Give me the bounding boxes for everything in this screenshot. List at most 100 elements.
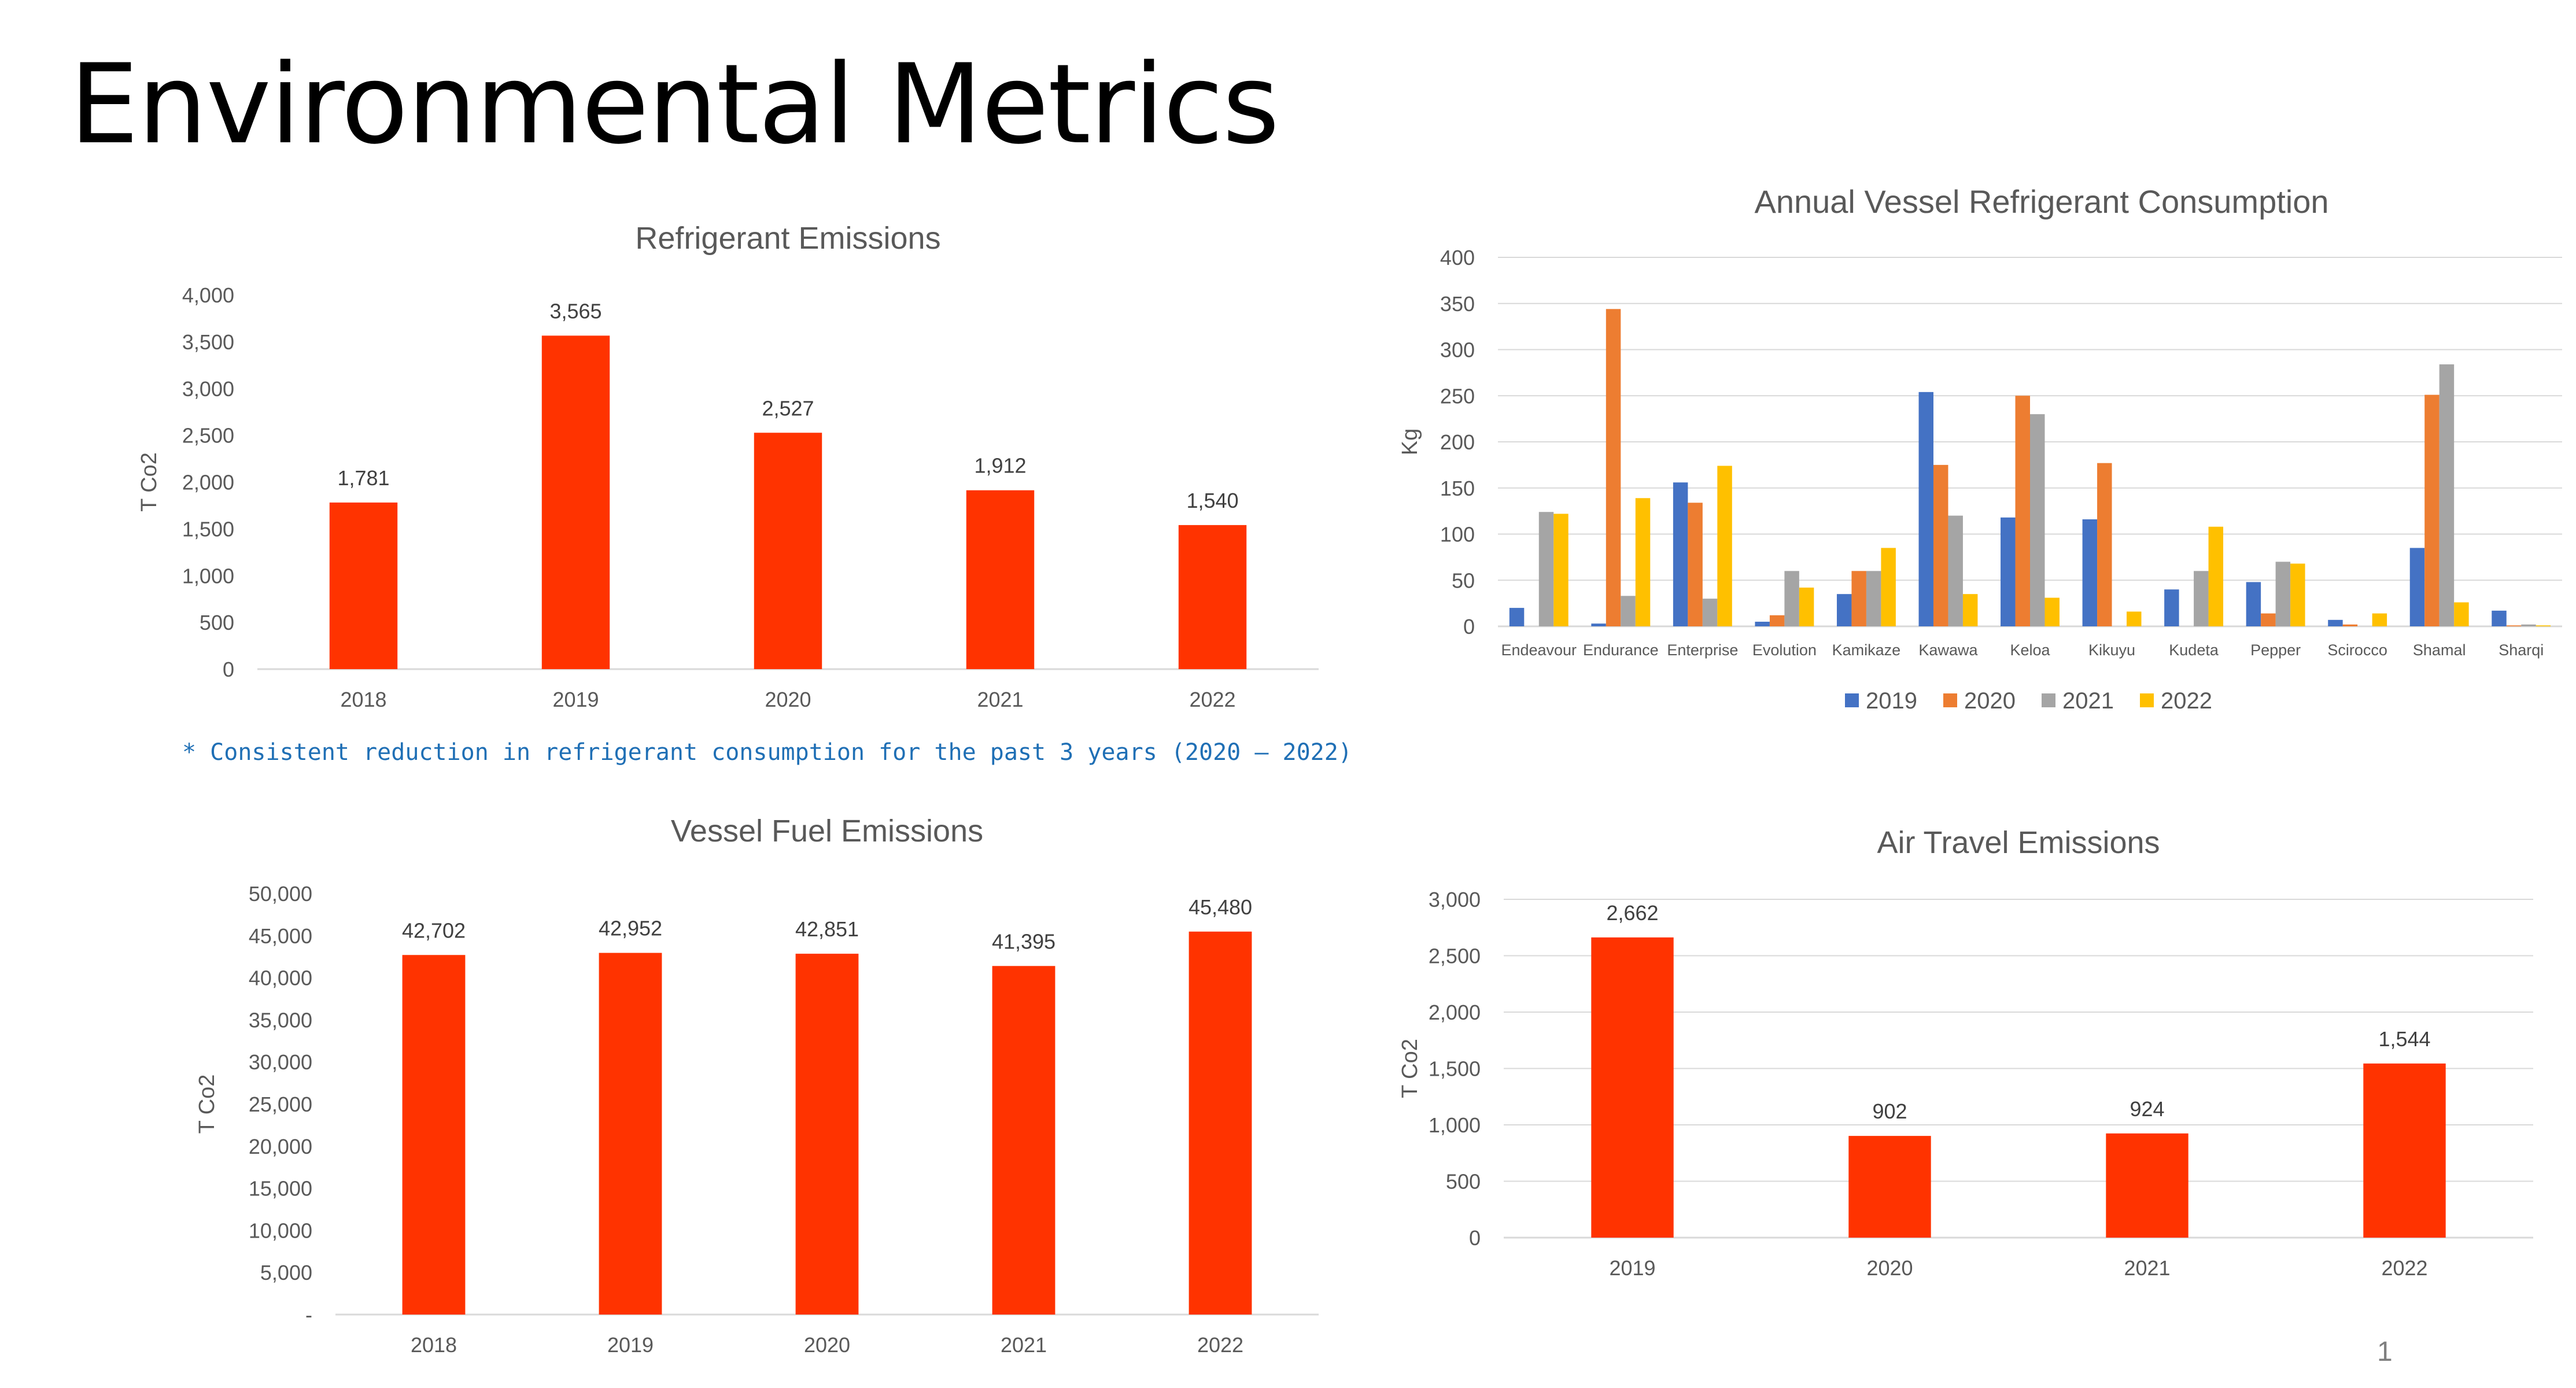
data-label-2018: 1,781	[337, 466, 389, 490]
bar-shamal-2019	[2409, 548, 2425, 626]
bar-kudeta-2021	[2194, 571, 2209, 626]
bar-kikuyu-2020	[2097, 463, 2112, 626]
bar-shamal-2021	[2439, 364, 2455, 626]
data-label-2019: 3,565	[549, 299, 601, 323]
y-tick-label: 150	[1440, 477, 1475, 500]
bar-enterprise-2022	[1717, 466, 1732, 626]
x-tick-label: 2021	[977, 688, 1023, 711]
y-tick-label: 30,000	[249, 1050, 312, 1074]
data-label-2020: 42,851	[795, 917, 859, 941]
bar-enterprise-2019	[1673, 482, 1688, 626]
vessel-refrigerant-chart: Annual Vessel Refrigerant Consumption 0 50…	[1376, 174, 2568, 723]
bar-2020	[754, 433, 822, 669]
bar-endeavour-2019	[1509, 608, 1525, 626]
bar-2018	[402, 955, 466, 1315]
bar-keloa-2022	[2044, 597, 2060, 626]
y-tick-label: 50	[1452, 569, 1475, 592]
x-tick-label: 2019	[1609, 1256, 1655, 1280]
x-tick-label: Scirocco	[2327, 641, 2387, 659]
bar-scirocco-2020	[2342, 624, 2358, 626]
bar-evolution-2022	[1799, 588, 1814, 626]
bar-endurance-2020	[1606, 309, 1621, 626]
refrigerant-reduction-note: * Consistent reduction in refrigerant co…	[182, 739, 1352, 766]
data-label-2022: 1,540	[1186, 489, 1238, 512]
x-tick-label: Kawawa	[1918, 641, 1978, 659]
y-tick-label: 3,500	[182, 330, 234, 354]
bar-kikuyu-2022	[2127, 611, 2142, 626]
bar-enterprise-2020	[1688, 503, 1703, 626]
x-tick-label: Shamal	[2413, 641, 2466, 659]
y-tick-label: 5,000	[260, 1261, 312, 1284]
bar-2019	[599, 953, 662, 1315]
x-tick-label: 2019	[552, 688, 599, 711]
y-axis-label: T Co2	[137, 452, 161, 512]
legend-label-2021: 2021	[2062, 688, 2114, 714]
x-tick-label: 2018	[411, 1333, 457, 1357]
bar-kamikaze-2019	[1836, 594, 1852, 626]
bar-shamal-2020	[2424, 394, 2440, 626]
legend-label-2022: 2022	[2161, 688, 2212, 714]
y-tick-label: 350	[1440, 292, 1475, 316]
bar-endeavour-2022	[1553, 514, 1569, 626]
bar-kudeta-2019	[2164, 589, 2179, 626]
x-tick-label: 2020	[804, 1333, 850, 1357]
bar-2020	[795, 954, 859, 1315]
bar-evolution-2021	[1784, 571, 1799, 626]
bar-evolution-2019	[1755, 622, 1770, 626]
y-tick-label: 3,000	[1429, 888, 1481, 911]
data-label-2021: 924	[2130, 1097, 2164, 1121]
bar-shamal-2022	[2454, 602, 2469, 626]
y-tick-label: 1,500	[182, 517, 234, 541]
chart-title: Vessel Fuel Emissions	[671, 814, 983, 848]
x-tick-label: Evolution	[1752, 641, 1817, 659]
bar-sharqi-2022	[2536, 625, 2551, 626]
y-tick-label: 500	[1446, 1170, 1481, 1194]
bar-2021	[966, 490, 1035, 669]
legend-swatch-2020	[1943, 693, 1957, 707]
vessel-refrigerant-svg: Annual Vessel Refrigerant Consumption 0 50…	[1398, 183, 2562, 714]
bar-pepper-2021	[2275, 562, 2291, 626]
air-travel-emissions-svg: Air Travel Emissions 0 500 1,000 1,500 2,000 2…	[1398, 825, 2533, 1280]
x-tick-label: Sharqi	[2499, 641, 2544, 659]
y-tick-label: 15,000	[249, 1177, 312, 1201]
x-tick-label: 2018	[340, 688, 386, 711]
bar-keloa-2020	[2015, 396, 2030, 626]
bar-scirocco-2022	[2372, 613, 2387, 626]
y-tick-label: 1,000	[182, 564, 234, 588]
bar-endurance-2019	[1591, 623, 1606, 626]
bar-2018	[329, 502, 398, 669]
y-axis-label: Kg	[1398, 429, 1422, 455]
bar-2020	[1848, 1136, 1931, 1238]
y-tick-label: 300	[1440, 338, 1475, 362]
legend-label-2019: 2019	[1866, 688, 1917, 714]
bar-2019	[541, 335, 610, 669]
vessel-fuel-emissions-chart: Vessel Fuel Emissions - 5,000 10,000 15,000 2…	[185, 804, 1342, 1371]
bar-2022	[2363, 1063, 2446, 1238]
bar-2021	[992, 966, 1056, 1315]
data-label-2020: 2,527	[762, 396, 814, 420]
y-tick-label: 50,000	[249, 882, 312, 906]
bar-sharqi-2021	[2521, 624, 2536, 626]
y-tick-label: 20,000	[249, 1135, 312, 1158]
x-tick-label: Kamikaze	[1832, 641, 1901, 659]
bar-kawawa-2019	[1918, 392, 1933, 626]
data-label-2022: 45,480	[1189, 895, 1252, 919]
x-tick-label: 2019	[607, 1333, 654, 1357]
x-tick-label: 2020	[765, 688, 811, 711]
y-tick-label: 3,000	[182, 377, 234, 401]
refrigerant-emissions-chart: Refrigerant Emissions 0 500 1,000 1,500 2,000…	[133, 208, 1324, 740]
y-tick-label: 0	[1463, 615, 1475, 638]
legend-swatch-2021	[2042, 693, 2055, 707]
page-number: 1	[2377, 1337, 2393, 1367]
bar-scirocco-2019	[2328, 619, 2343, 626]
x-tick-label: 2022	[2381, 1256, 2427, 1280]
y-tick-label: 45,000	[249, 924, 312, 948]
x-tick-label: 2021	[2124, 1256, 2170, 1280]
bar-sharqi-2020	[2506, 625, 2522, 626]
y-tick-label: 40,000	[249, 966, 312, 990]
y-tick-label: 4,000	[182, 283, 234, 307]
chart-title: Refrigerant Emissions	[635, 221, 940, 256]
y-tick-label: 1,000	[1429, 1113, 1481, 1137]
y-tick-label: 25,000	[249, 1092, 312, 1116]
x-tick-label: 2022	[1189, 688, 1235, 711]
